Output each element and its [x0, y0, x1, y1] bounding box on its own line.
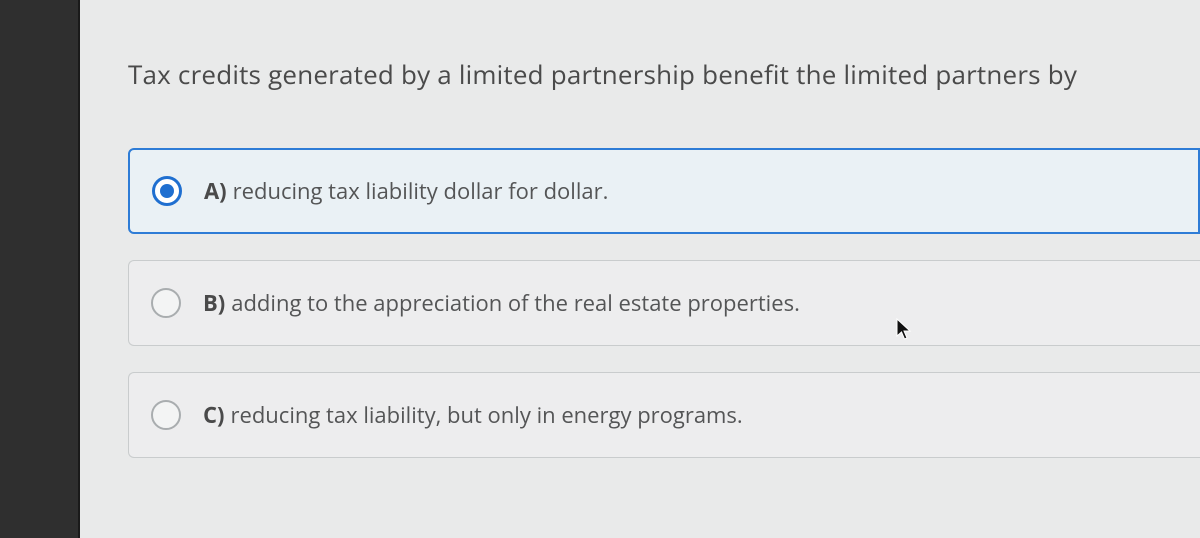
question-text: Tax credits generated by a limited partn… [128, 56, 1200, 92]
option-body: reducing tax liability, but only in ener… [230, 400, 742, 430]
option-body: adding to the appreciation of the real e… [231, 288, 800, 318]
option-text: B) adding to the appreciation of the rea… [203, 288, 800, 318]
option-c[interactable]: C) reducing tax liability, but only in e… [128, 372, 1200, 458]
option-a[interactable]: A) reducing tax liability dollar for dol… [128, 148, 1200, 234]
option-b[interactable]: B) adding to the appreciation of the rea… [128, 260, 1200, 346]
option-letter: B) [203, 288, 225, 318]
option-letter: A) [204, 176, 227, 206]
option-letter: C) [203, 400, 224, 430]
radio-dot-icon [160, 184, 174, 198]
option-text: C) reducing tax liability, but only in e… [203, 400, 743, 430]
option-body: reducing tax liability dollar for dollar… [233, 176, 609, 206]
option-text: A) reducing tax liability dollar for dol… [204, 176, 608, 206]
quiz-page: Tax credits generated by a limited partn… [80, 0, 1200, 538]
left-gutter [0, 0, 80, 538]
options-list: A) reducing tax liability dollar for dol… [128, 148, 1200, 458]
radio-icon [151, 400, 181, 430]
radio-icon [151, 288, 181, 318]
radio-icon [152, 176, 182, 206]
